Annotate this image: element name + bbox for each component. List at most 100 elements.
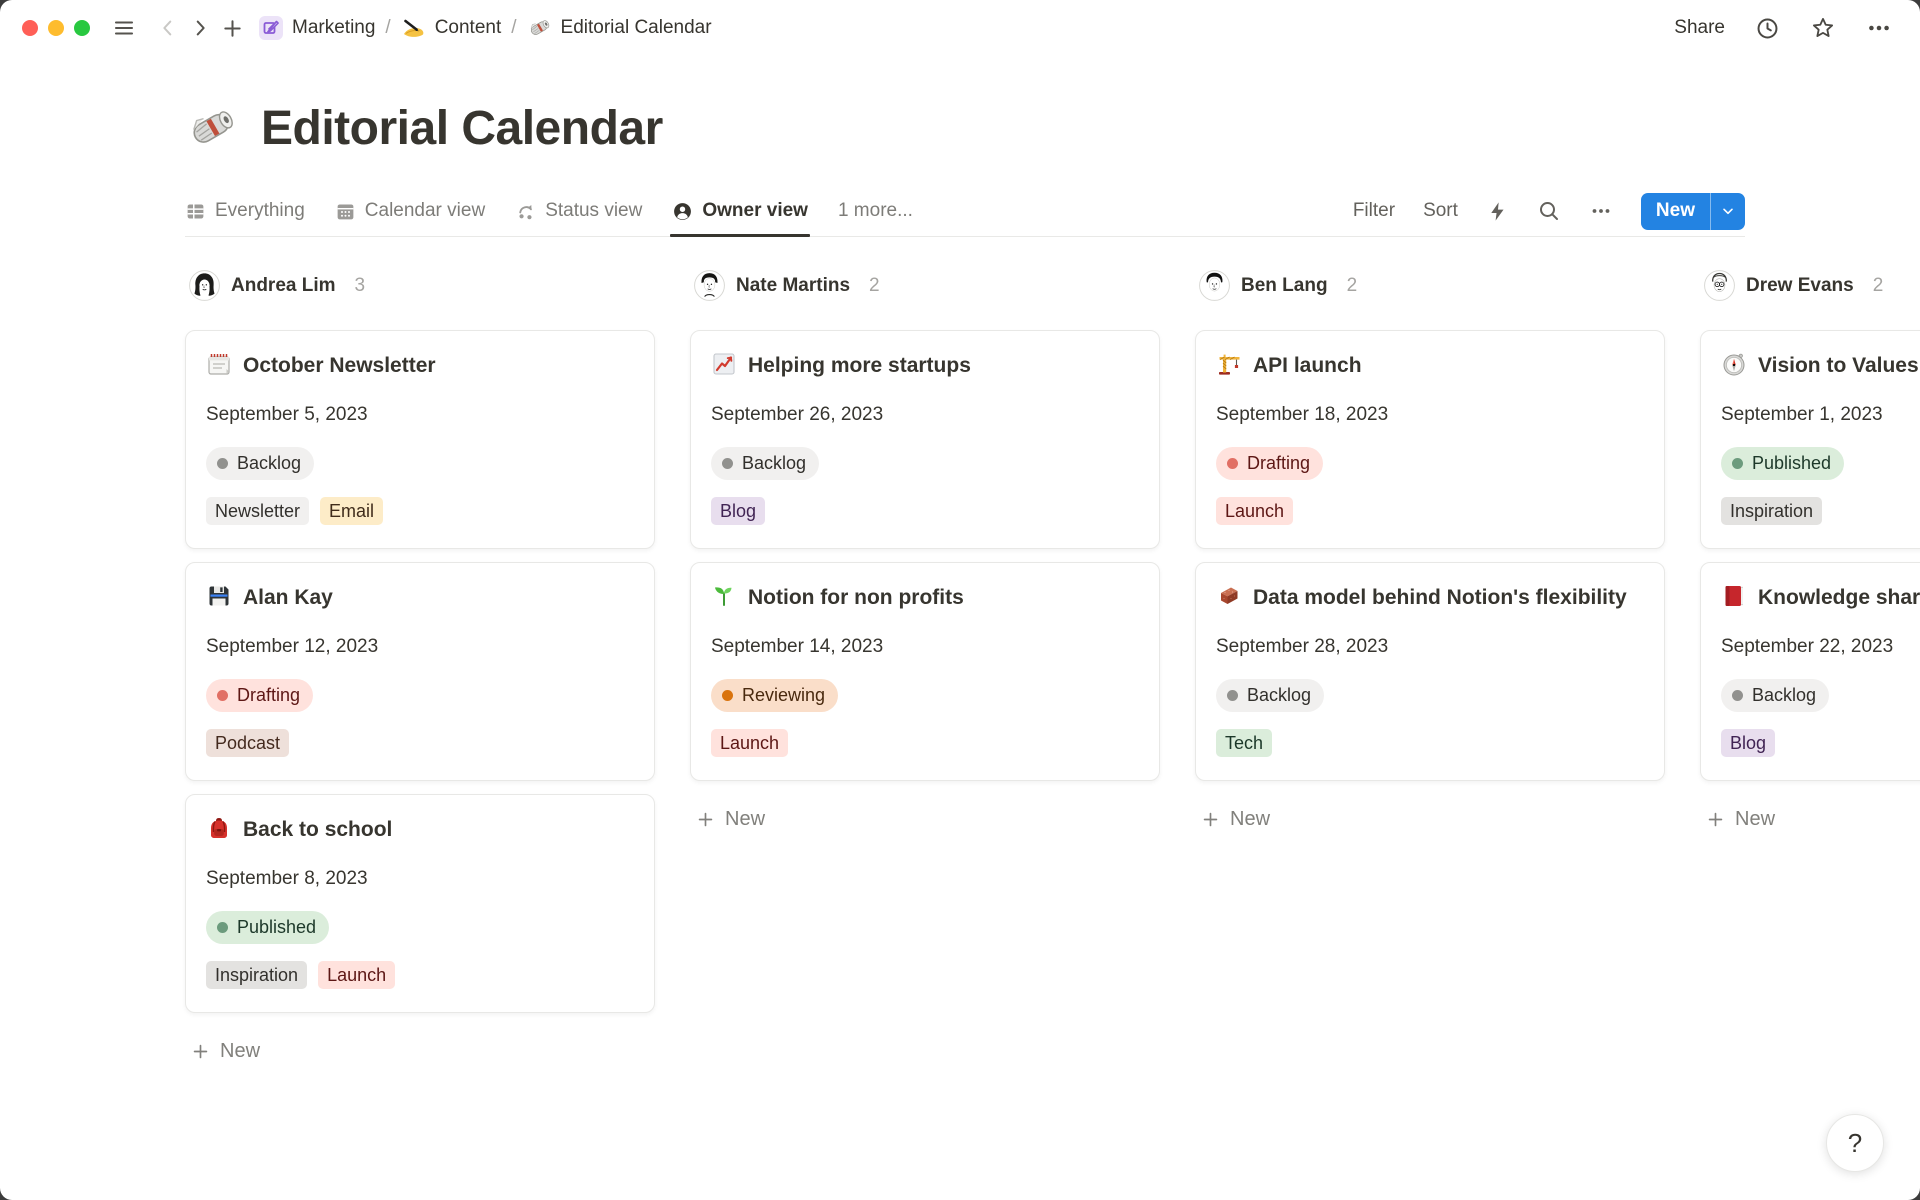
status-dot [217,922,228,933]
card-tags-row: Inspiration [1721,497,1920,525]
compass-icon [1721,351,1747,377]
kanban-card[interactable]: October Newsletter September 5, 2023 Backl… [185,330,655,549]
status-dot [722,690,733,701]
kanban-card[interactable]: Data model behind Notion's flexibility Se… [1195,562,1665,781]
tab-status-view[interactable]: Status view [515,186,642,236]
plus-icon [191,1042,210,1061]
newspaper-icon[interactable] [185,100,241,156]
card-date: September 18, 2023 [1216,404,1389,425]
page-title[interactable]: Editorial Calendar [261,101,663,155]
add-card-button[interactable]: New [696,808,1160,831]
back-icon[interactable] [152,12,184,44]
tag-chip: Launch [1216,497,1294,525]
card-title-row: Back to school [206,814,634,845]
card-title-row: Notion for non profits [711,582,1139,613]
card-status-row: Backlog [206,447,634,480]
share-button[interactable]: Share [1674,17,1725,38]
status-dot [1227,458,1238,469]
crane-icon [1216,351,1242,377]
tab-everything[interactable]: Everything [185,186,305,236]
kanban-card[interactable]: Helping more startups September 26, 2023 B… [690,330,1160,549]
zoom-window-button[interactable] [74,20,90,36]
breadcrumb-label: Marketing [292,17,376,38]
sort-button[interactable]: Sort [1423,200,1458,221]
card-title-row: Vision to Values [1721,350,1920,381]
status-label: Drafting [1247,453,1311,473]
column-card-count: 2 [1872,274,1884,296]
tab-label: Everything [215,200,305,221]
more-options-icon[interactable] [1866,15,1892,41]
close-window-button[interactable] [22,20,38,36]
kanban-card[interactable]: Alan Kay September 12, 2023 Drafting Podcas… [185,562,655,781]
brick-icon [1216,583,1242,609]
tab-owner-view[interactable]: Owner view [670,186,810,237]
status-label: Published [1752,453,1832,473]
status-label: Backlog [237,453,302,473]
card-title-row: Helping more startups [711,350,1139,381]
add-card-label: New [725,808,766,830]
card-title: Helping more startups [748,354,971,377]
kanban-card[interactable]: Knowledge sharing September 22, 2023 Backl… [1700,562,1920,781]
status-dot [1732,690,1743,701]
tab-label: Status view [545,200,643,221]
new-entry-button[interactable]: New [1655,200,1695,221]
search-icon[interactable] [1537,199,1561,223]
avatar-drew [1704,270,1735,301]
forward-icon[interactable] [184,12,216,44]
tab-calendar-view[interactable]: Calendar view [335,186,485,236]
view-options-icon[interactable] [1589,199,1613,223]
kanban-card[interactable]: Back to school September 8, 2023 Published… [185,794,655,1013]
new-page-icon[interactable] [216,12,248,44]
column-header[interactable]: Nate Martins 2 [694,270,1160,301]
card-tags-row: Podcast [206,729,634,757]
card-date: September 28, 2023 [1216,636,1389,657]
sidebar-toggle-icon[interactable] [108,12,140,44]
view-controls: Filter Sort New [1352,192,1745,230]
calendar-icon [335,201,356,222]
card-title-row: Knowledge sharing [1721,582,1920,613]
chart-increasing-icon [711,351,737,377]
minimize-window-button[interactable] [48,20,64,36]
kanban-card[interactable]: API launch September 18, 2023 Drafting Laun… [1195,330,1665,549]
automation-lightning-icon[interactable] [1486,200,1509,223]
kanban-card[interactable]: Notion for non profits September 14, 2023… [690,562,1160,781]
tag-chip: Launch [711,729,789,757]
status-label: Backlog [1247,685,1312,705]
column-header[interactable]: Ben Lang 2 [1199,270,1665,301]
updates-clock-icon[interactable] [1755,16,1780,41]
status-label: Reviewing [742,685,826,705]
card-date: September 1, 2023 [1721,404,1883,425]
favorite-star-icon[interactable] [1810,15,1836,41]
tag-chip: Email [320,497,384,525]
avatar-andrea [189,270,220,301]
card-status-row: Backlog [711,447,1139,480]
card-tags-row: Newsletter Email [206,497,634,525]
column-card-count: 3 [354,274,366,296]
window-controls [22,20,90,36]
status-label: Backlog [742,453,807,473]
add-card-label: New [1230,808,1271,830]
column-owner-name: Andrea Lim [231,274,336,296]
breadcrumb-item[interactable]: Marketing [258,15,375,41]
column-header[interactable]: Andrea Lim 3 [189,270,655,301]
breadcrumb-item[interactable]: Editorial Calendar [527,15,712,41]
filter-button[interactable]: Filter [1352,200,1396,221]
card-status-row: Published [206,911,634,944]
card-title-row: Data model behind Notion's flexibility [1216,582,1644,613]
add-card-button[interactable]: New [1706,808,1920,831]
kanban-card[interactable]: Vision to Values September 1, 2023 Publish… [1700,330,1920,549]
breadcrumb-separator: / [385,17,391,38]
board-column-andrea-lim: Andrea Lim 3 October Newsletter September 5… [185,270,655,1063]
tab-label: Calendar view [364,200,486,221]
help-button[interactable]: ? [1826,1114,1884,1172]
newspaper-icon [527,15,553,41]
chevron-down-icon[interactable] [1710,192,1745,230]
column-header[interactable]: Drew Evans 2 [1704,270,1920,301]
breadcrumb-item[interactable]: Content [401,15,501,41]
more-views-button[interactable]: 1 more... [837,200,913,221]
card-tags-row: Launch [711,729,1139,757]
add-card-button[interactable]: New [1201,808,1665,831]
add-card-button[interactable]: New [191,1040,655,1063]
tag-chip: Inspiration [1721,497,1823,525]
card-status-row: Reviewing [711,679,1139,712]
